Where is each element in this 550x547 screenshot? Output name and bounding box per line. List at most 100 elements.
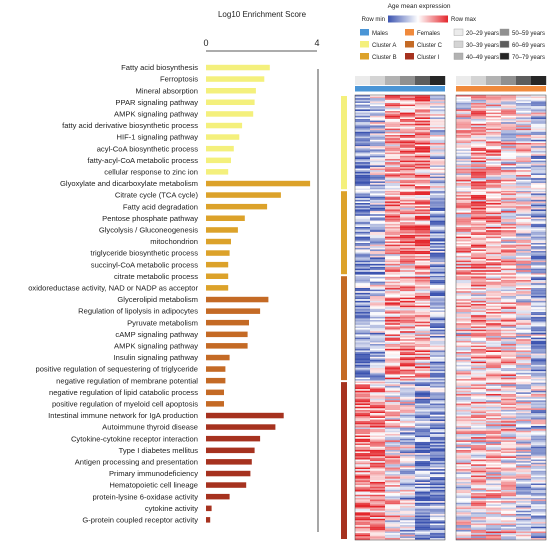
y-tick-label: Primary immunodeficiency — [109, 469, 198, 478]
heatmap-cell — [501, 243, 517, 245]
heatmap-cell — [501, 392, 517, 394]
heatmap-cell — [370, 312, 386, 314]
heatmap-cell — [415, 521, 431, 524]
heatmap-cell — [456, 358, 472, 361]
heatmap-cell — [456, 297, 472, 300]
heatmap-cell — [486, 207, 502, 210]
heatmap-cell — [415, 195, 431, 197]
heatmap-cell — [400, 494, 416, 497]
heatmap-cell — [501, 149, 517, 152]
heatmap-cell — [456, 271, 472, 274]
heatmap-cell — [385, 366, 401, 369]
heatmap-cell — [516, 162, 532, 164]
heatmap-cell — [430, 270, 446, 272]
heatmap-cell — [385, 417, 401, 420]
heatmap-cell — [355, 101, 371, 104]
heatmap-cell — [415, 117, 431, 120]
heatmap-cell — [516, 204, 532, 207]
heatmap-cell — [400, 123, 416, 126]
heatmap-cell — [486, 171, 502, 174]
heatmap-cell — [400, 151, 416, 153]
heatmap-cell — [415, 485, 431, 487]
heatmap-cell — [486, 371, 502, 373]
heatmap-cell — [531, 209, 547, 212]
heatmap-cell — [370, 251, 386, 253]
heatmap-cell — [456, 130, 472, 132]
heatmap-cell — [516, 173, 532, 176]
heatmap-cell — [415, 152, 431, 155]
heatmap-cell — [430, 451, 446, 454]
heatmap-cell — [385, 117, 401, 120]
heatmap-cell — [370, 280, 386, 282]
x-axis-title: Log10 Enrichment Score — [218, 10, 307, 19]
heatmap-cell — [400, 312, 416, 314]
heatmap-cell — [415, 244, 431, 247]
heatmap-cell — [516, 486, 532, 489]
heatmap-cell — [471, 430, 487, 433]
heatmap-cell — [370, 296, 386, 298]
heatmap-cell — [355, 385, 371, 388]
heatmap-cell — [456, 405, 472, 407]
heatmap-cell — [501, 433, 517, 436]
heatmap-cell — [471, 329, 487, 332]
cluster-separator — [355, 274, 445, 276]
heatmap-cell — [430, 130, 446, 132]
heatmap-cell — [430, 288, 446, 290]
heatmap-cell — [531, 537, 547, 540]
colorbar — [388, 15, 448, 23]
heatmap-cell — [456, 430, 472, 433]
heatmap-cell — [400, 462, 416, 465]
heatmap-cell — [385, 382, 401, 385]
heatmap-cell — [400, 480, 416, 482]
heatmap-cell — [400, 521, 416, 524]
heatmap-cell — [456, 334, 472, 337]
heatmap-cell — [486, 154, 502, 156]
heatmap-cell — [516, 321, 532, 324]
heatmap-cell — [501, 499, 517, 502]
heatmap-cell — [385, 451, 401, 454]
heatmap-cell — [501, 195, 517, 197]
heatmap-cell — [415, 133, 431, 136]
heatmap-cell — [355, 414, 371, 417]
heatmap-cell — [355, 231, 371, 234]
heatmap-cell — [471, 489, 487, 492]
bar — [206, 180, 311, 187]
heatmap-cell — [400, 262, 416, 264]
heatmap-cell — [385, 219, 401, 221]
heatmap-cell — [456, 449, 472, 452]
heatmap-cell — [531, 125, 547, 128]
heatmap-cell — [400, 430, 416, 433]
heatmap-cell — [355, 446, 371, 449]
heatmap-cell — [501, 147, 517, 150]
heatmap-cell — [430, 95, 446, 97]
heatmap-cell — [355, 239, 371, 242]
heatmap-cell — [471, 509, 487, 511]
heatmap-cell — [400, 313, 416, 316]
heatmap-cell — [385, 448, 401, 450]
heatmap-cell — [385, 162, 401, 164]
heatmap-cell — [531, 246, 547, 248]
heatmap-cell — [456, 260, 472, 263]
heatmap-cell — [430, 374, 446, 377]
bar — [206, 447, 255, 454]
heatmap-cell — [400, 199, 416, 202]
y-tick-label: AMPK signaling pathway — [114, 110, 198, 119]
heatmap-cell — [471, 318, 487, 321]
heatmap-cell — [456, 183, 472, 185]
heatmap-cell — [370, 173, 386, 176]
heatmap-cell — [516, 533, 532, 535]
heatmap-cell — [456, 278, 472, 281]
heatmap-cell — [516, 190, 532, 192]
heatmap-cell — [370, 123, 386, 126]
heatmap-cell — [486, 136, 502, 139]
heatmap-cell — [516, 397, 532, 399]
heatmap-cell — [370, 127, 386, 129]
heatmap-cell — [370, 235, 386, 237]
heatmap-cell — [531, 283, 547, 285]
heatmap-cell — [471, 376, 487, 378]
heatmap-cell — [415, 416, 431, 418]
heatmap-cell — [355, 300, 371, 303]
heatmap-cell — [501, 328, 517, 330]
heatmap-cell — [486, 451, 502, 454]
heatmap-cell — [385, 507, 401, 510]
